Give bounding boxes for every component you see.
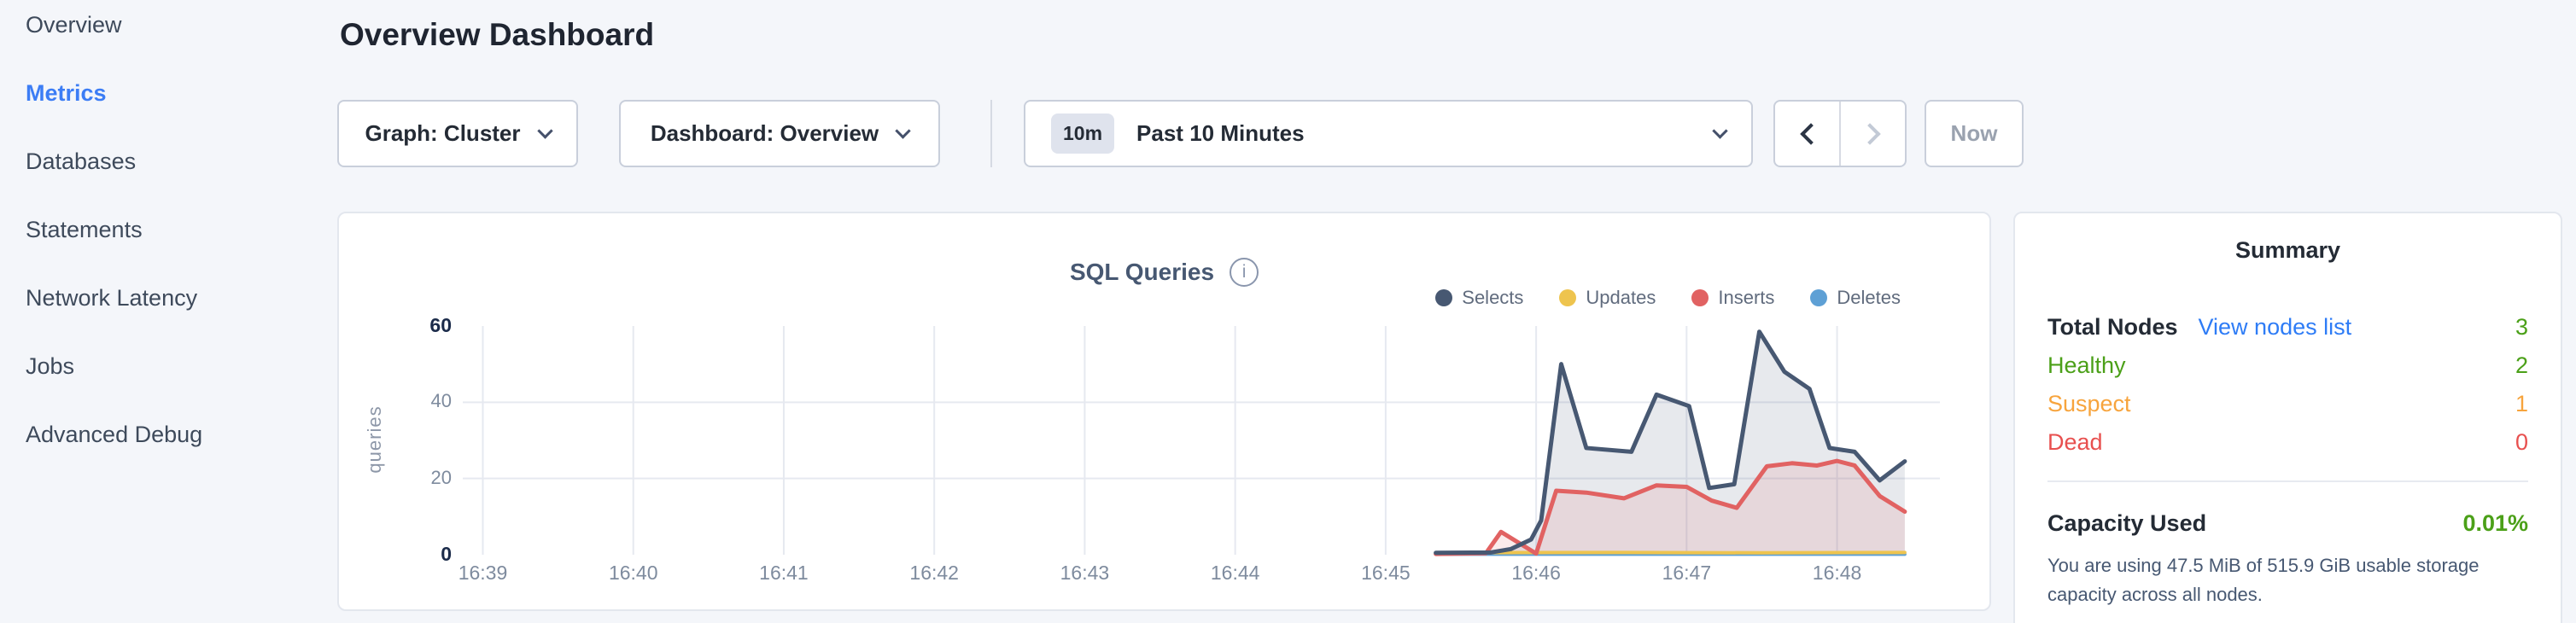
x-tick-label: 16:47 (1662, 562, 1712, 584)
sidebar-item-jobs[interactable]: Jobs (26, 353, 75, 379)
legend-item-selects[interactable]: Selects (1435, 287, 1523, 309)
legend-label: Selects (1462, 287, 1524, 308)
y-tick-label: 20 (430, 466, 452, 488)
info-circle-icon[interactable]: i (1230, 258, 1259, 287)
x-tick-label: 16:46 (1511, 562, 1561, 584)
chart-plot (463, 326, 1940, 556)
x-tick-label: 16:41 (759, 562, 809, 584)
chart-legend: Selects Updates Inserts Deletes (1435, 287, 1901, 309)
time-range-dropdown[interactable]: 10m Past 10 Minutes (1024, 100, 1753, 167)
total-nodes-row: Total Nodes View nodes list 3 (2047, 308, 2528, 346)
node-status-row-dead: Dead 0 (2047, 423, 2528, 462)
x-tick-label: 16:48 (1812, 562, 1862, 584)
dashboard-dropdown[interactable]: Dashboard: Overview (619, 100, 940, 167)
time-range-label: Past 10 Minutes (1136, 120, 1305, 146)
time-step-group (1773, 100, 1907, 167)
dead-label: Dead (2047, 429, 2103, 455)
y-tick-label: 0 (441, 543, 452, 565)
legend-label: Inserts (1718, 287, 1775, 308)
capacity-description: You are using 47.5 MiB of 515.9 GiB usab… (2047, 555, 2480, 605)
graph-dropdown[interactable]: Graph: Cluster (337, 100, 578, 167)
healthy-value: 2 (2515, 352, 2528, 378)
chart-header: SQL Queries i (339, 258, 1989, 287)
page-title: Overview Dashboard (340, 17, 655, 52)
sidebar-item-statements[interactable]: Statements (26, 217, 143, 242)
x-tick-label: 16:40 (608, 562, 658, 584)
sidebar-item-advanced-debug[interactable]: Advanced Debug (26, 422, 203, 447)
summary-panel: Summary Total Nodes View nodes list 3 He… (2013, 212, 2562, 623)
x-tick-label: 16:44 (1210, 562, 1260, 584)
time-range-badge: 10m (1051, 114, 1115, 154)
chart-card: SQL Queries i Selects Updates Inserts Delet… (337, 212, 1991, 611)
chevron-down-icon (1712, 123, 1728, 139)
node-status-row-healthy: Healthy 2 (2047, 346, 2528, 385)
series-line-inserts (1434, 458, 1907, 556)
node-status-row-suspect: Suspect 1 (2047, 385, 2528, 423)
sidebar: Overview Metrics Databases Statements Networ… (0, 0, 333, 469)
summary-divider (2047, 480, 2528, 482)
chevron-down-icon (536, 123, 553, 139)
series-line-selects (1434, 329, 1907, 556)
legend-dot-icon (1691, 289, 1709, 306)
x-tick-label: 16:45 (1361, 562, 1411, 584)
summary-title: Summary (2234, 237, 2341, 263)
x-tick-label: 16:43 (1060, 562, 1110, 584)
total-nodes-label: Total Nodes (2047, 314, 2178, 340)
legend-dot-icon (1810, 289, 1828, 306)
sidebar-item-metrics[interactable]: Metrics (26, 80, 107, 106)
sidebar-item-databases[interactable]: Databases (26, 148, 137, 174)
suspect-label: Suspect (2047, 391, 2131, 416)
legend-item-updates[interactable]: Updates (1559, 287, 1656, 309)
legend-label: Updates (1586, 287, 1656, 308)
suspect-value: 1 (2515, 391, 2528, 416)
node-status-rows: Healthy 2 Suspect 1 Dead 0 (2047, 346, 2528, 462)
time-prev-button[interactable] (1775, 102, 1839, 166)
x-tick-label: 16:39 (458, 562, 508, 584)
now-button[interactable]: Now (1925, 100, 2024, 167)
capacity-label: Capacity Used (2047, 510, 2207, 536)
view-nodes-link[interactable]: View nodes list (2198, 314, 2352, 340)
y-tick-label: 60 (429, 314, 452, 336)
chart-title: SQL Queries (1069, 259, 1215, 285)
total-nodes-value: 3 (2515, 314, 2528, 340)
sidebar-item-overview[interactable]: Overview (26, 12, 122, 38)
chevron-right-icon (1858, 122, 1881, 145)
dead-value: 0 (2515, 429, 2528, 455)
time-next-button[interactable] (1839, 102, 1905, 166)
legend-label: Deletes (1837, 287, 1901, 308)
toolbar-divider (990, 100, 992, 167)
y-tick-label: 40 (430, 390, 452, 412)
sidebar-item-network-latency[interactable]: Network Latency (26, 285, 198, 311)
capacity-row: Capacity Used 0.01% (2047, 504, 2528, 543)
series-area-inserts (1435, 461, 1905, 555)
graph-dropdown-label: Graph: Cluster (365, 120, 521, 146)
legend-dot-icon (1435, 289, 1453, 306)
legend-dot-icon (1559, 289, 1577, 306)
legend-item-inserts[interactable]: Inserts (1691, 287, 1774, 309)
dashboard-dropdown-label: Dashboard: Overview (650, 120, 879, 146)
capacity-value: 0.01% (2462, 510, 2528, 536)
x-tick-label: 16:42 (909, 562, 959, 584)
healthy-label: Healthy (2047, 352, 2126, 378)
legend-item-deletes[interactable]: Deletes (1810, 287, 1901, 309)
y-axis-title: queries (364, 405, 385, 474)
chevron-left-icon (1799, 122, 1822, 145)
chevron-down-icon (895, 123, 911, 139)
